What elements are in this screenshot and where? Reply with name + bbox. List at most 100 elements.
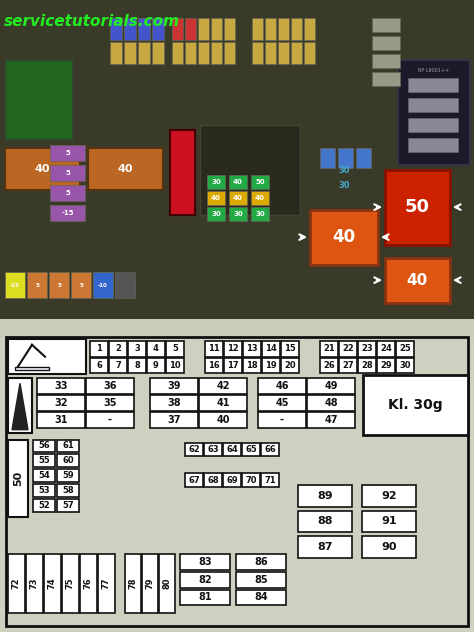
Text: 9: 9: [153, 361, 159, 370]
Text: 65: 65: [245, 445, 257, 454]
Text: 71: 71: [264, 475, 276, 485]
Text: 4: 4: [153, 344, 159, 353]
Bar: [243, 341, 261, 356]
Bar: [291, 42, 302, 64]
Bar: [86, 395, 134, 411]
Bar: [242, 442, 260, 456]
Bar: [258, 379, 306, 394]
Text: 40: 40: [255, 195, 265, 201]
Bar: [372, 36, 400, 50]
Text: 7: 7: [115, 361, 121, 370]
Text: 40: 40: [117, 164, 133, 174]
Bar: [44, 554, 61, 613]
Bar: [199, 412, 247, 428]
Text: 30: 30: [338, 181, 350, 190]
Bar: [128, 358, 146, 374]
Bar: [372, 18, 400, 32]
Bar: [398, 60, 470, 165]
Bar: [339, 341, 357, 356]
Text: 30: 30: [255, 211, 265, 217]
Text: 86: 86: [254, 557, 268, 567]
Bar: [236, 572, 286, 588]
Text: 68: 68: [207, 475, 219, 485]
Text: -: -: [280, 415, 284, 425]
Text: 82: 82: [198, 574, 212, 585]
Text: 5: 5: [65, 150, 70, 156]
Bar: [307, 395, 355, 411]
Bar: [199, 379, 247, 394]
Text: 69: 69: [226, 475, 238, 485]
Text: 66: 66: [264, 445, 276, 454]
Bar: [281, 341, 299, 356]
Text: 5: 5: [65, 170, 70, 176]
Bar: [15, 367, 49, 370]
Bar: [252, 42, 263, 64]
Bar: [262, 358, 280, 374]
Bar: [150, 412, 198, 428]
Text: 35: 35: [103, 398, 117, 408]
Text: 13: 13: [246, 344, 258, 353]
Bar: [33, 484, 55, 497]
Bar: [408, 138, 458, 152]
Bar: [223, 442, 241, 456]
Bar: [50, 145, 85, 161]
Bar: [88, 148, 163, 190]
Text: 32: 32: [54, 398, 68, 408]
Bar: [152, 42, 164, 64]
Text: 54: 54: [38, 471, 50, 480]
Bar: [90, 358, 108, 374]
Text: 81: 81: [198, 592, 212, 602]
Bar: [236, 554, 286, 570]
Bar: [71, 272, 91, 298]
Text: 1: 1: [96, 344, 102, 353]
Text: 37: 37: [167, 415, 181, 425]
Bar: [57, 499, 79, 511]
Bar: [338, 148, 353, 168]
Bar: [159, 554, 175, 613]
Bar: [408, 118, 458, 132]
Bar: [57, 469, 79, 482]
Bar: [62, 554, 79, 613]
Bar: [408, 78, 458, 92]
Text: 41: 41: [216, 398, 230, 408]
Text: 8: 8: [134, 361, 140, 370]
Text: 5: 5: [172, 344, 178, 353]
Text: Kl. 30g: Kl. 30g: [388, 398, 442, 412]
Bar: [278, 42, 289, 64]
Bar: [5, 60, 73, 140]
Text: 67: 67: [188, 475, 200, 485]
Text: 79: 79: [146, 578, 155, 590]
Bar: [320, 358, 338, 374]
Bar: [304, 18, 315, 40]
Bar: [204, 442, 222, 456]
Bar: [50, 205, 85, 221]
Text: 28: 28: [361, 361, 373, 370]
Text: 45: 45: [275, 398, 289, 408]
Bar: [200, 125, 300, 215]
Text: 26: 26: [323, 361, 335, 370]
Bar: [185, 442, 203, 456]
Text: 62: 62: [188, 445, 200, 454]
Text: 49: 49: [324, 381, 338, 391]
Bar: [98, 554, 115, 613]
Text: 74: 74: [48, 578, 57, 590]
Bar: [172, 42, 183, 64]
Bar: [37, 379, 85, 394]
Bar: [150, 395, 198, 411]
Bar: [242, 473, 260, 487]
Text: 18: 18: [246, 361, 258, 370]
Bar: [339, 358, 357, 374]
Text: 88: 88: [317, 516, 333, 526]
Text: 40: 40: [233, 179, 243, 185]
Bar: [258, 395, 306, 411]
Bar: [33, 499, 55, 511]
Bar: [147, 358, 165, 374]
Text: 5: 5: [79, 283, 83, 288]
Text: 30: 30: [233, 211, 243, 217]
Bar: [57, 454, 79, 467]
Bar: [33, 454, 55, 467]
Bar: [207, 207, 225, 221]
Bar: [185, 42, 196, 64]
Bar: [110, 18, 122, 40]
Bar: [243, 358, 261, 374]
